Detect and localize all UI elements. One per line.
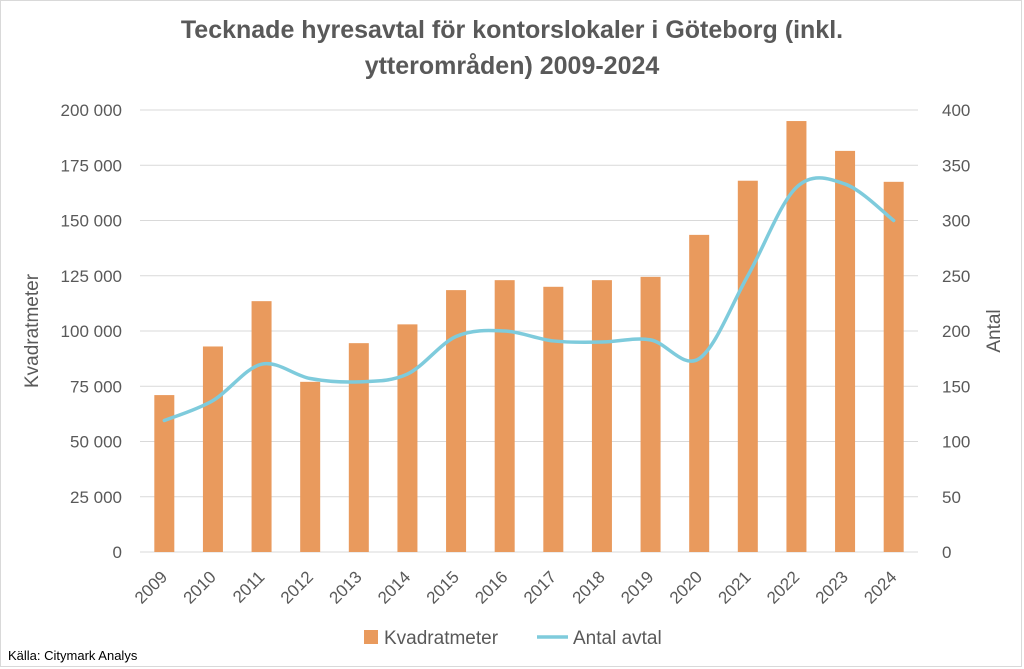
bar-2020 (689, 234, 710, 553)
y-right-tick-label: 50 (942, 488, 961, 507)
bar-2015 (446, 290, 467, 552)
y-left-tick-label: 50 000 (70, 433, 122, 452)
legend-label-kvadratmeter: Kvadratmeter (384, 628, 499, 649)
x-tick-label: 2011 (229, 567, 268, 606)
y-right-tick-label: 0 (942, 543, 951, 562)
bar-2013 (348, 343, 369, 552)
x-tick-label: 2022 (763, 567, 803, 607)
y-left-tick-label: 25 000 (70, 488, 122, 507)
chart-title-line2: ytterområden) 2009-2024 (364, 52, 660, 80)
legend-label-antal-avtal: Antal avtal (573, 628, 662, 649)
bar-2014 (397, 324, 418, 552)
y-left-tick-label: 125 000 (61, 267, 122, 286)
x-tick-label: 2020 (666, 567, 706, 607)
bar-2011 (251, 301, 272, 552)
y-left-tick-label: 175 000 (61, 156, 122, 175)
bar-2023 (835, 150, 856, 552)
y-right-tick-label: 400 (942, 101, 970, 120)
chart-title-line1: Tecknade hyresavtal för kontorslokaler i… (180, 16, 844, 44)
y-left-tick-label: 150 000 (61, 212, 122, 231)
source-note: Källa: Citymark Analys (8, 648, 138, 663)
y-right-tick-label: 250 (942, 267, 970, 286)
chart-title: Tecknade hyresavtal för kontorslokaler i… (0, 12, 1024, 84)
y-right-tick-label: 100 (942, 433, 970, 452)
bar-2018 (591, 280, 612, 552)
x-tick-label: 2019 (617, 567, 657, 607)
y-right-axis-title: Antal (984, 309, 1005, 352)
bar-2024 (883, 181, 904, 552)
x-tick-label: 2014 (374, 567, 414, 607)
y-left-axis-title: Kvadratmeter (22, 273, 43, 388)
bar-2012 (300, 381, 321, 552)
bar-2021 (737, 180, 758, 552)
x-tick-label: 2018 (569, 567, 609, 607)
y-left-tick-label: 200 000 (61, 101, 122, 120)
bar-2016 (494, 280, 515, 552)
x-tick-label: 2009 (131, 567, 171, 607)
y-right-tick-label: 350 (942, 156, 970, 175)
x-tick-label: 2023 (812, 567, 852, 607)
bar-2009 (154, 395, 175, 552)
y-left-tick-label: 0 (113, 543, 122, 562)
x-tick-label: 2016 (471, 567, 511, 607)
x-tick-label: 2024 (860, 567, 900, 607)
bar-2022 (786, 121, 807, 553)
line-antal-avtal (162, 176, 896, 423)
x-tick-label: 2010 (180, 567, 220, 607)
y-left-tick-label: 75 000 (70, 377, 122, 396)
x-tick-label: 2015 (423, 567, 463, 607)
legend-swatch-kvadratmeter (364, 630, 378, 644)
x-tick-label: 2013 (325, 567, 365, 607)
bar-2017 (543, 286, 564, 552)
y-right-tick-label: 300 (942, 212, 970, 231)
x-tick-label: 2017 (520, 567, 560, 607)
bar-2019 (640, 276, 661, 552)
bar-2010 (202, 346, 223, 552)
y-right-tick-label: 150 (942, 377, 970, 396)
y-right-tick-label: 200 (942, 322, 970, 341)
x-tick-label: 2021 (714, 567, 754, 607)
x-tick-label: 2012 (277, 567, 317, 607)
y-left-tick-label: 100 000 (61, 322, 122, 341)
